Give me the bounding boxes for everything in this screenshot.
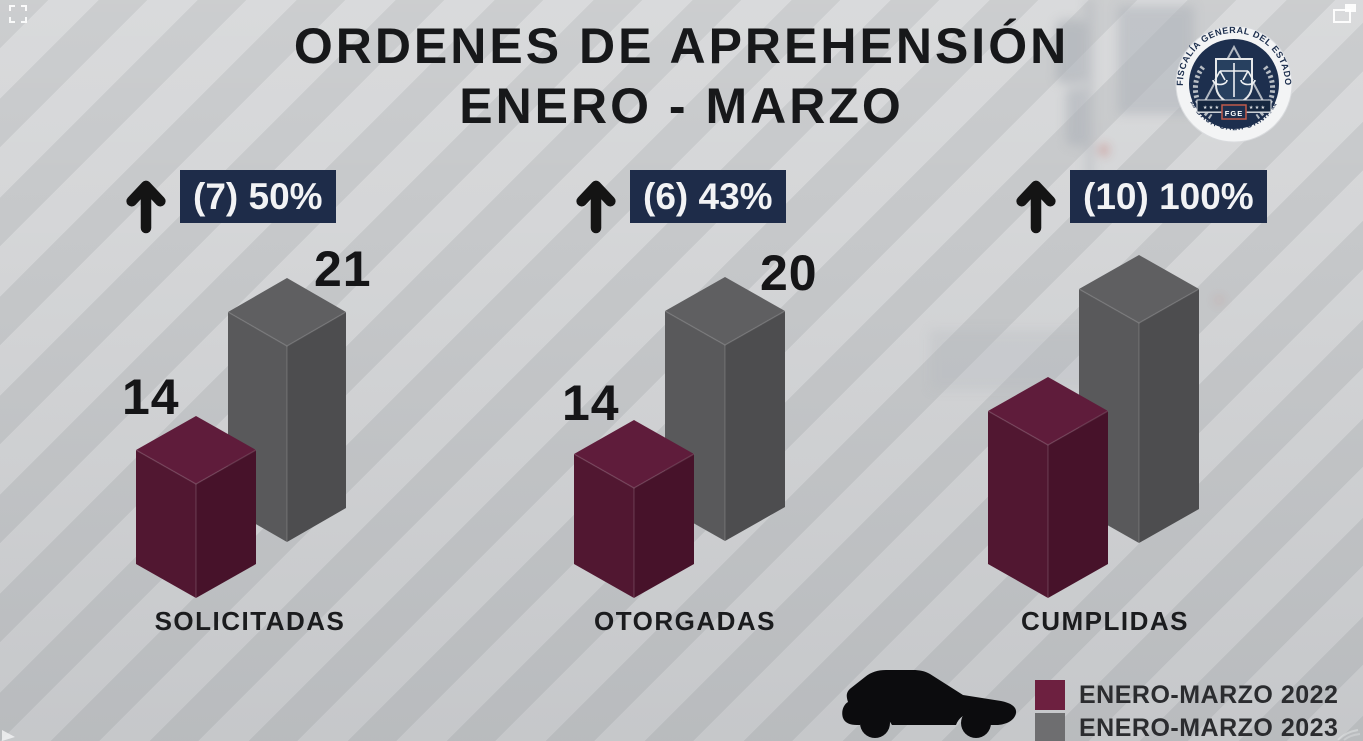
- car-icon: [842, 670, 1017, 738]
- bar-2022-solicitadas: [135, 416, 257, 598]
- category-label-solicitadas: SOLICITADAS: [154, 606, 346, 636]
- logo-ring-decor-right: ««: [1269, 101, 1279, 111]
- traffic-light-silhouette: [1056, 20, 1086, 84]
- badge-label: (10) 100%: [1070, 170, 1267, 223]
- legend-label-2023: ENERO-MARZO 2023: [1079, 713, 1339, 741]
- street-silhouette: [930, 330, 1090, 390]
- value-label-2023-solicitadas: 21: [314, 241, 372, 297]
- category-label-otorgadas: OTORGADAS: [593, 606, 777, 636]
- corner-fragment-icon: [2, 730, 15, 741]
- popout-window-icon[interactable]: [1332, 3, 1358, 25]
- bar-2022-otorgadas: [573, 420, 695, 598]
- bar-2023-otorgadas: [664, 277, 786, 541]
- traffic-light-silhouette-2: [1066, 88, 1092, 146]
- title-line-1: ORDENES DE APREHENSIÓN: [293, 18, 1070, 74]
- bar-2023-cumplidas: [1078, 255, 1200, 543]
- badge-solicitadas: (7) 50%: [124, 170, 336, 234]
- logo-laurel-left: [1192, 65, 1213, 120]
- legend-swatch-2022: [1035, 680, 1065, 710]
- page-title: ORDENES DE APREHENSIÓN ENERO - MARZO: [0, 16, 1363, 136]
- logo-laurel-right: [1255, 65, 1276, 120]
- fge-logo: FISCALÍA GENERAL DEL ESTADO BAJA CALIFOR…: [1175, 25, 1293, 143]
- up-arrow-icon: [1016, 180, 1056, 234]
- up-arrow-icon: [126, 180, 166, 234]
- badge-label: (7) 50%: [180, 170, 336, 223]
- corner-watermark-fragment: [1337, 729, 1361, 741]
- red-signal-glow-2: [1214, 295, 1224, 305]
- legend-item-2022: ENERO-MARZO 2022: [1035, 680, 1338, 710]
- fullscreen-icon[interactable]: [8, 4, 28, 24]
- pole-silhouette: [1086, 0, 1093, 200]
- logo-stars-right: ★ ★ ★: [1249, 105, 1266, 111]
- badge-otorgadas: (6) 43%: [574, 170, 786, 234]
- legend-swatch-2023: [1035, 713, 1065, 741]
- title-line-2: ENERO - MARZO: [459, 78, 904, 134]
- logo-stars-left: ★ ★ ★: [1203, 105, 1220, 111]
- svg-text:««: ««: [1269, 101, 1279, 111]
- logo-monogram: FGE: [1225, 109, 1243, 118]
- logo-scales-icon: [1212, 63, 1256, 97]
- category-label-cumplidas: CUMPLIDAS: [1020, 606, 1190, 636]
- value-label-2023-otorgadas: 20: [760, 245, 818, 301]
- logo-monogram-box: [1221, 104, 1247, 120]
- badge-cumplidas: (10) 100%: [1014, 170, 1267, 234]
- logo-ring-decor-left: »»: [1188, 100, 1198, 110]
- up-arrow-icon: [576, 180, 616, 234]
- value-label-2022-solicitadas: 14: [122, 369, 180, 425]
- bar-2022-cumplidas: [987, 377, 1109, 598]
- red-signal-glow: [1097, 144, 1109, 156]
- legend-item-2023: ENERO-MARZO 2023: [1035, 713, 1338, 741]
- value-label-2022-otorgadas: 14: [562, 375, 620, 431]
- badge-label: (6) 43%: [630, 170, 786, 223]
- legend-label-2022: ENERO-MARZO 2022: [1079, 680, 1339, 709]
- svg-text:»»: »»: [1188, 100, 1198, 110]
